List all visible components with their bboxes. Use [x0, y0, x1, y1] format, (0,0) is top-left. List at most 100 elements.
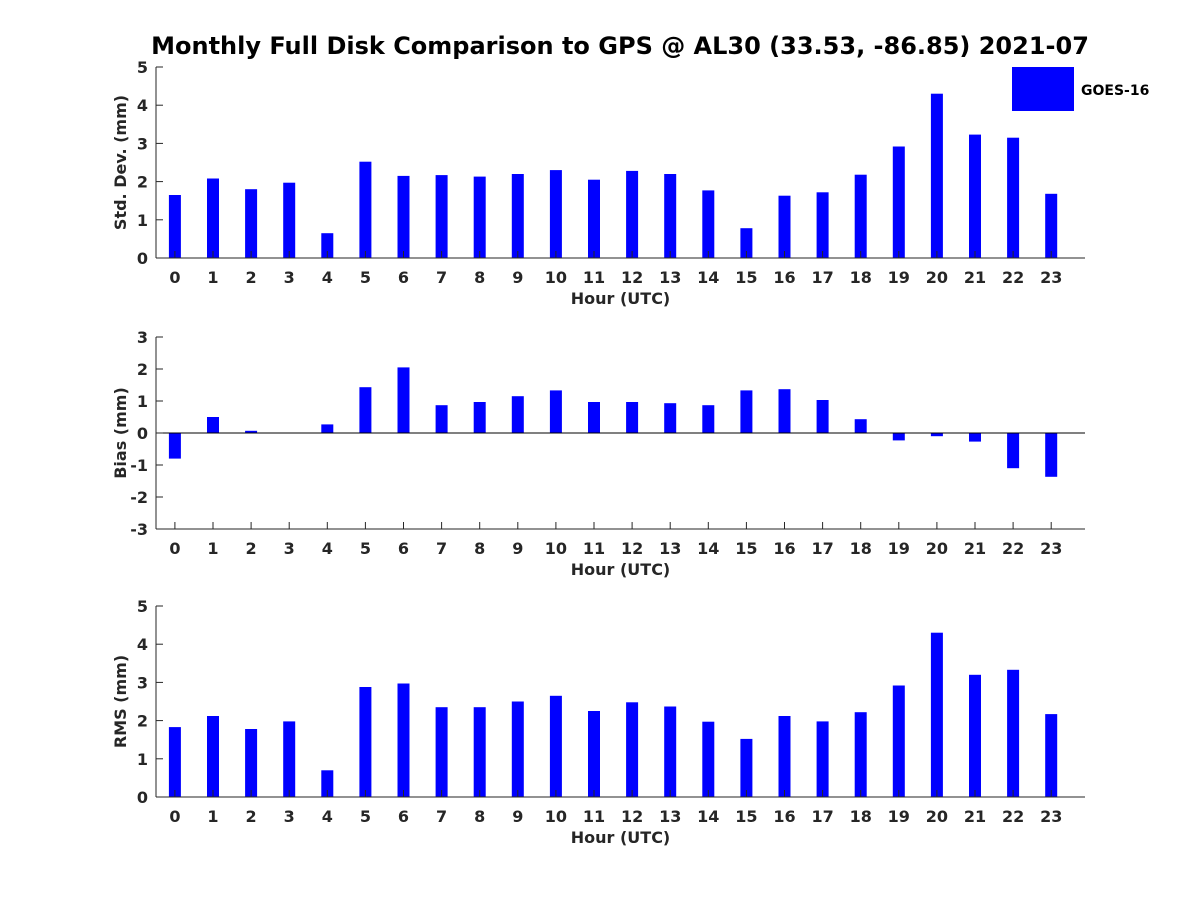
y-tick-label: -2 — [130, 488, 148, 507]
y-tick-label: 0 — [137, 249, 148, 268]
x-tick-label: 16 — [773, 268, 795, 287]
x-tick-label: 11 — [583, 807, 605, 826]
x-tick-label: 22 — [1002, 807, 1024, 826]
bar-hour-10 — [549, 695, 562, 797]
bar-hour-4 — [321, 424, 334, 433]
bar-hour-16 — [778, 716, 791, 797]
bar-hour-17 — [816, 192, 829, 258]
x-tick-label: 8 — [474, 539, 485, 558]
y-tick-label: 2 — [137, 173, 148, 192]
bar-hour-8 — [473, 176, 486, 258]
bar-hour-18 — [854, 419, 867, 433]
y-axis-label: RMS (mm) — [111, 655, 130, 748]
y-tick-label: 1 — [137, 750, 148, 769]
x-tick-label: 12 — [621, 807, 643, 826]
x-tick-label: 15 — [735, 807, 757, 826]
bar-hour-14 — [702, 190, 715, 258]
bar-hour-6 — [397, 175, 410, 258]
bar-hour-13 — [664, 174, 677, 258]
bar-hour-13 — [664, 403, 677, 433]
bar-hour-12 — [626, 402, 639, 433]
bar-hour-3 — [283, 182, 296, 258]
bar-hour-16 — [778, 195, 791, 258]
bar-hour-0 — [168, 433, 181, 459]
x-tick-label: 4 — [322, 539, 333, 558]
bar-hour-7 — [435, 405, 448, 433]
bar-hour-0 — [168, 195, 181, 258]
x-tick-label: 18 — [850, 268, 872, 287]
bar-hour-9 — [511, 701, 524, 797]
x-tick-label: 10 — [545, 539, 567, 558]
x-tick-label: 1 — [207, 539, 218, 558]
x-tick-label: 15 — [735, 268, 757, 287]
y-tick-label: 3 — [137, 673, 148, 692]
x-tick-label: 23 — [1040, 807, 1062, 826]
x-tick-label: 2 — [246, 268, 257, 287]
bar-hour-7 — [435, 707, 448, 797]
x-tick-label: 13 — [659, 268, 681, 287]
x-tick-label: 9 — [512, 539, 523, 558]
y-tick-label: 2 — [137, 712, 148, 731]
y-axis-label: Bias (mm) — [111, 387, 130, 479]
rms-panel: 0 1 2 3 4 5 6 7 8 9 10 11 12 13 14 15 16 17 18 19 20 21 22 2301… — [111, 597, 1085, 847]
x-tick-label: 21 — [964, 268, 986, 287]
x-tick-label: 4 — [322, 268, 333, 287]
bar-hour-5 — [359, 687, 372, 797]
y-tick-label: 1 — [137, 392, 148, 411]
x-tick-label: 14 — [697, 539, 719, 558]
x-tick-label: 16 — [773, 539, 795, 558]
x-tick-label: 11 — [583, 539, 605, 558]
bar-hour-20 — [930, 433, 943, 437]
x-tick-label: 12 — [621, 539, 643, 558]
y-tick-label: 0 — [137, 788, 148, 807]
x-tick-label: 8 — [474, 268, 485, 287]
bar-hour-1 — [207, 716, 219, 797]
bar-hour-13 — [664, 706, 677, 797]
x-tick-label: 20 — [926, 539, 948, 558]
y-tick-label: 5 — [137, 58, 148, 77]
x-tick-label: 9 — [512, 807, 523, 826]
bar-hour-10 — [549, 170, 562, 258]
x-axis-label: Hour (UTC) — [571, 560, 671, 579]
x-tick-label: 22 — [1002, 539, 1024, 558]
x-tick-label: 9 — [512, 268, 523, 287]
x-axis-label: Hour (UTC) — [571, 289, 671, 308]
x-tick-label: 14 — [697, 807, 719, 826]
x-tick-label: 18 — [850, 539, 872, 558]
bar-hour-11 — [588, 179, 600, 258]
legend-label: GOES-16 — [1081, 83, 1149, 99]
bar-hour-9 — [511, 396, 524, 433]
x-tick-label: 5 — [360, 539, 371, 558]
bar-hour-6 — [397, 367, 410, 433]
bar-hour-12 — [626, 702, 639, 797]
x-tick-label: 1 — [207, 807, 218, 826]
bar-hour-18 — [854, 174, 867, 258]
bar-hour-14 — [702, 721, 715, 797]
x-tick-label: 7 — [436, 539, 447, 558]
bar-hour-3 — [283, 721, 296, 797]
x-tick-label: 3 — [284, 268, 295, 287]
bar-hour-19 — [892, 685, 905, 797]
bar-hour-1 — [207, 178, 219, 258]
x-tick-label: 20 — [926, 268, 948, 287]
bar-hour-17 — [816, 721, 829, 797]
bar-hour-15 — [740, 738, 753, 797]
x-tick-label: 17 — [811, 539, 833, 558]
bar-hour-2 — [245, 729, 258, 797]
bar-hour-23 — [1045, 714, 1058, 797]
bar-hour-7 — [435, 175, 448, 258]
x-tick-label: 21 — [964, 539, 986, 558]
bar-hour-22 — [1007, 433, 1020, 469]
x-tick-label: 0 — [169, 807, 180, 826]
y-tick-label: 2 — [137, 360, 148, 379]
x-tick-label: 8 — [474, 807, 485, 826]
bar-hour-11 — [588, 711, 600, 797]
bar-hour-12 — [626, 170, 639, 258]
bar-hour-16 — [778, 389, 791, 433]
bar-hour-21 — [969, 134, 981, 258]
x-tick-label: 10 — [545, 807, 567, 826]
x-tick-label: 10 — [545, 268, 567, 287]
bar-hour-9 — [511, 174, 524, 258]
x-tick-label: 2 — [246, 539, 257, 558]
bar-hour-11 — [588, 402, 600, 433]
